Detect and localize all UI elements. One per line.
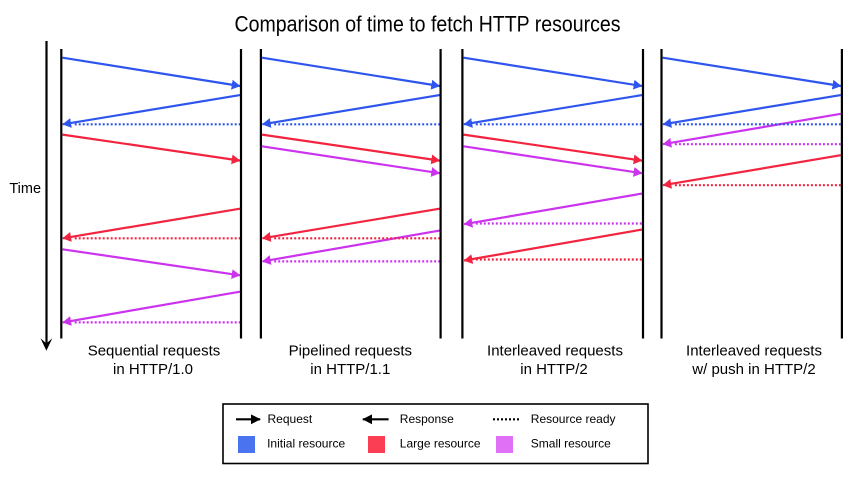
- svg-text:in HTTP/1.0: in HTTP/1.0: [113, 361, 193, 378]
- svg-text:in HTTP/1.1: in HTTP/1.1: [310, 361, 390, 378]
- svg-text:Small resource: Small resource: [531, 437, 611, 451]
- svg-text:Sequential requests: Sequential requests: [88, 343, 221, 360]
- svg-text:Pipelined requests: Pipelined requests: [289, 343, 412, 360]
- svg-text:w/ push in HTTP/2: w/ push in HTTP/2: [691, 361, 815, 378]
- svg-text:Interleaved requests: Interleaved requests: [487, 343, 623, 360]
- svg-text:Time: Time: [9, 181, 41, 197]
- svg-text:Request: Request: [268, 412, 313, 426]
- svg-text:Comparison of time to fetch HT: Comparison of time to fetch HTTP resourc…: [235, 12, 621, 37]
- svg-text:Interleaved requests: Interleaved requests: [686, 343, 822, 360]
- svg-text:in HTTP/2: in HTTP/2: [520, 361, 588, 378]
- svg-text:Response: Response: [400, 412, 454, 426]
- svg-text:Large resource: Large resource: [400, 437, 481, 451]
- svg-text:Initial resource: Initial resource: [267, 437, 345, 451]
- svg-text:Resource ready: Resource ready: [531, 412, 616, 426]
